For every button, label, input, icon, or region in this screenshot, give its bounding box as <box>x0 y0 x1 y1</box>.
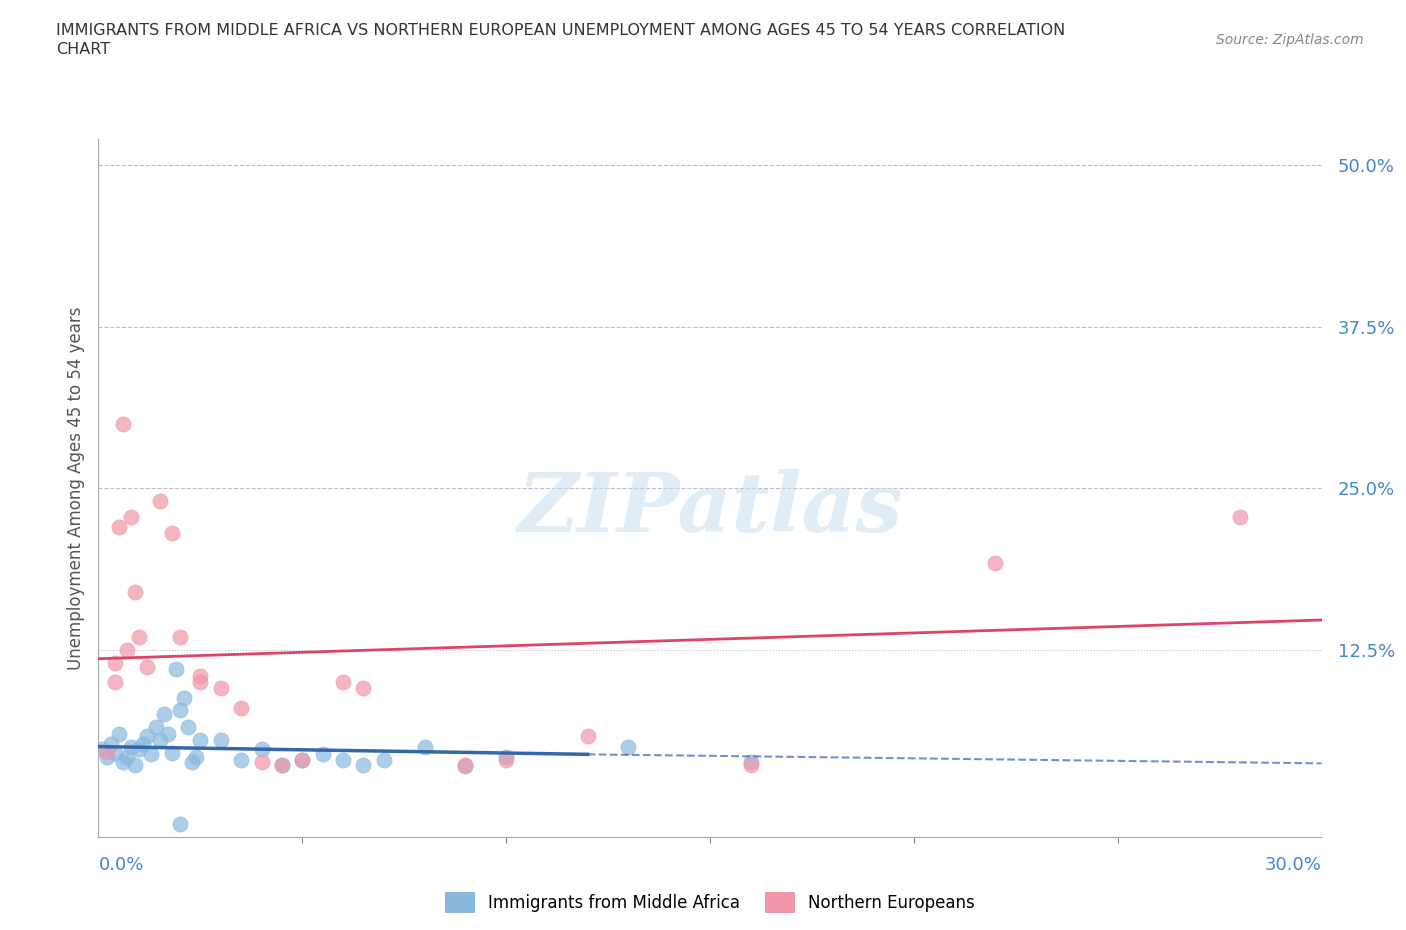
Point <box>495 752 517 767</box>
Point <box>186 750 208 764</box>
Point <box>136 729 159 744</box>
Point <box>188 674 212 689</box>
Point <box>352 681 374 696</box>
Point <box>108 726 131 741</box>
Legend: Immigrants from Middle Africa, Northern Europeans: Immigrants from Middle Africa, Northern … <box>439 885 981 920</box>
Point <box>270 757 294 772</box>
Point <box>96 750 118 764</box>
Point <box>740 754 762 769</box>
Point <box>270 757 294 772</box>
Point <box>413 739 436 754</box>
Point <box>104 656 127 671</box>
Point <box>169 817 191 831</box>
Point <box>454 757 477 772</box>
Point <box>145 720 167 735</box>
Point <box>332 752 354 767</box>
Point <box>984 556 1007 571</box>
Point <box>108 520 131 535</box>
Point <box>115 643 138 658</box>
Y-axis label: Unemployment Among Ages 45 to 54 years: Unemployment Among Ages 45 to 54 years <box>66 307 84 670</box>
Point <box>111 754 134 769</box>
Text: Source: ZipAtlas.com: Source: ZipAtlas.com <box>1216 33 1364 46</box>
Point <box>332 674 354 689</box>
Point <box>312 747 335 762</box>
Point <box>250 742 273 757</box>
Point <box>115 750 138 764</box>
Point <box>188 668 212 683</box>
Point <box>169 703 191 718</box>
Point <box>177 720 200 735</box>
Point <box>740 757 762 772</box>
Point <box>96 744 118 759</box>
Point <box>149 494 172 509</box>
Point <box>352 757 374 772</box>
Point <box>165 661 187 676</box>
Text: CHART: CHART <box>56 42 110 57</box>
Point <box>1229 510 1251 525</box>
Point <box>173 690 195 705</box>
Point <box>124 757 146 772</box>
Point <box>132 737 155 751</box>
Point <box>104 674 127 689</box>
Point <box>160 526 183 541</box>
Point <box>495 750 517 764</box>
Point <box>250 754 273 769</box>
Point <box>128 742 150 757</box>
Point <box>169 630 191 644</box>
Text: 0.0%: 0.0% <box>98 856 143 873</box>
Text: 30.0%: 30.0% <box>1265 856 1322 873</box>
Point <box>136 659 159 674</box>
Point <box>209 681 232 696</box>
Point <box>128 630 150 644</box>
Point <box>617 739 640 754</box>
Text: ZIPatlas: ZIPatlas <box>517 469 903 550</box>
Point <box>104 746 127 761</box>
Point <box>156 726 179 741</box>
Point <box>373 752 395 767</box>
Point <box>100 737 122 751</box>
Point <box>454 759 477 774</box>
Point <box>120 739 142 754</box>
Text: IMMIGRANTS FROM MIDDLE AFRICA VS NORTHERN EUROPEAN UNEMPLOYMENT AMONG AGES 45 TO: IMMIGRANTS FROM MIDDLE AFRICA VS NORTHER… <box>56 23 1066 38</box>
Point <box>181 754 204 769</box>
Point <box>231 700 253 715</box>
Point <box>91 742 114 757</box>
Point <box>141 747 163 762</box>
Point <box>231 752 253 767</box>
Point <box>160 746 183 761</box>
Point <box>149 733 172 748</box>
Point <box>111 417 134 432</box>
Point <box>152 707 174 722</box>
Point <box>188 733 212 748</box>
Point <box>291 752 314 767</box>
Point <box>120 510 142 525</box>
Point <box>209 733 232 748</box>
Point <box>291 752 314 767</box>
Point <box>124 584 146 599</box>
Point <box>576 729 599 744</box>
